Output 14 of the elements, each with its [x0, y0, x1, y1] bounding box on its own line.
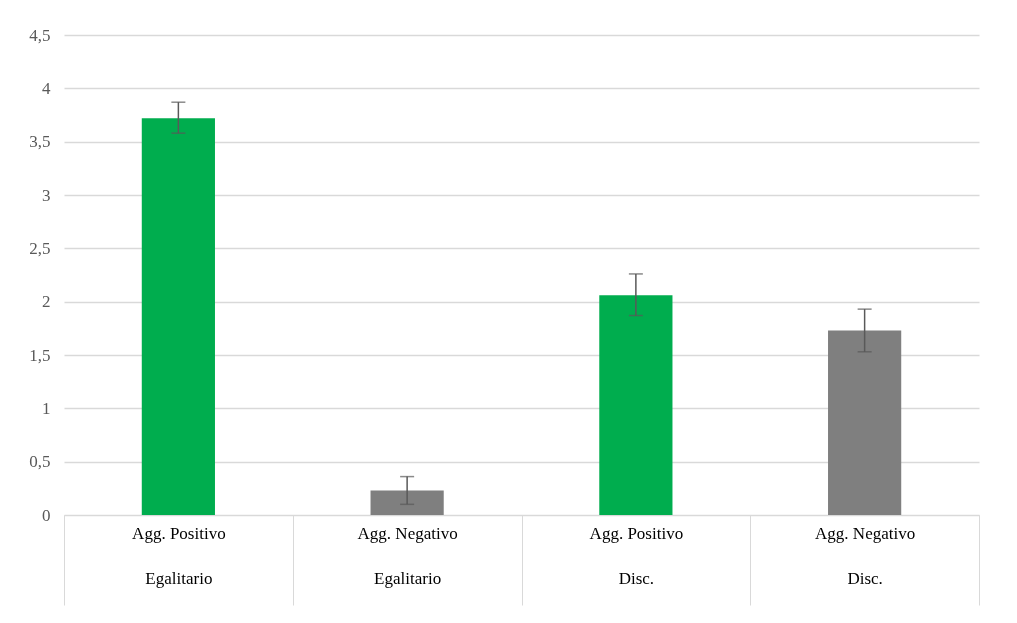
- category-label: Agg. Positivo Egalitario: [132, 523, 226, 588]
- y-tick-label: 1: [42, 398, 51, 418]
- category-label: Agg. Positivo Disc.: [589, 523, 684, 588]
- y-tick-label: 4,5: [29, 25, 51, 45]
- category-label: Agg. Negativo Disc.: [815, 523, 916, 588]
- y-tick-label: 3: [42, 185, 51, 205]
- y-tick-label: 0: [42, 505, 51, 525]
- y-tick-label: 0,5: [29, 452, 51, 472]
- y-tick-label: 3,5: [29, 132, 51, 152]
- y-tick-label: 4: [42, 78, 51, 98]
- category-label: Agg. Negativo Egalitario: [357, 523, 458, 588]
- y-tick-label: 1,5: [29, 345, 51, 365]
- y-tick-label: 2: [42, 292, 51, 312]
- y-tick-label: 2,5: [29, 238, 51, 258]
